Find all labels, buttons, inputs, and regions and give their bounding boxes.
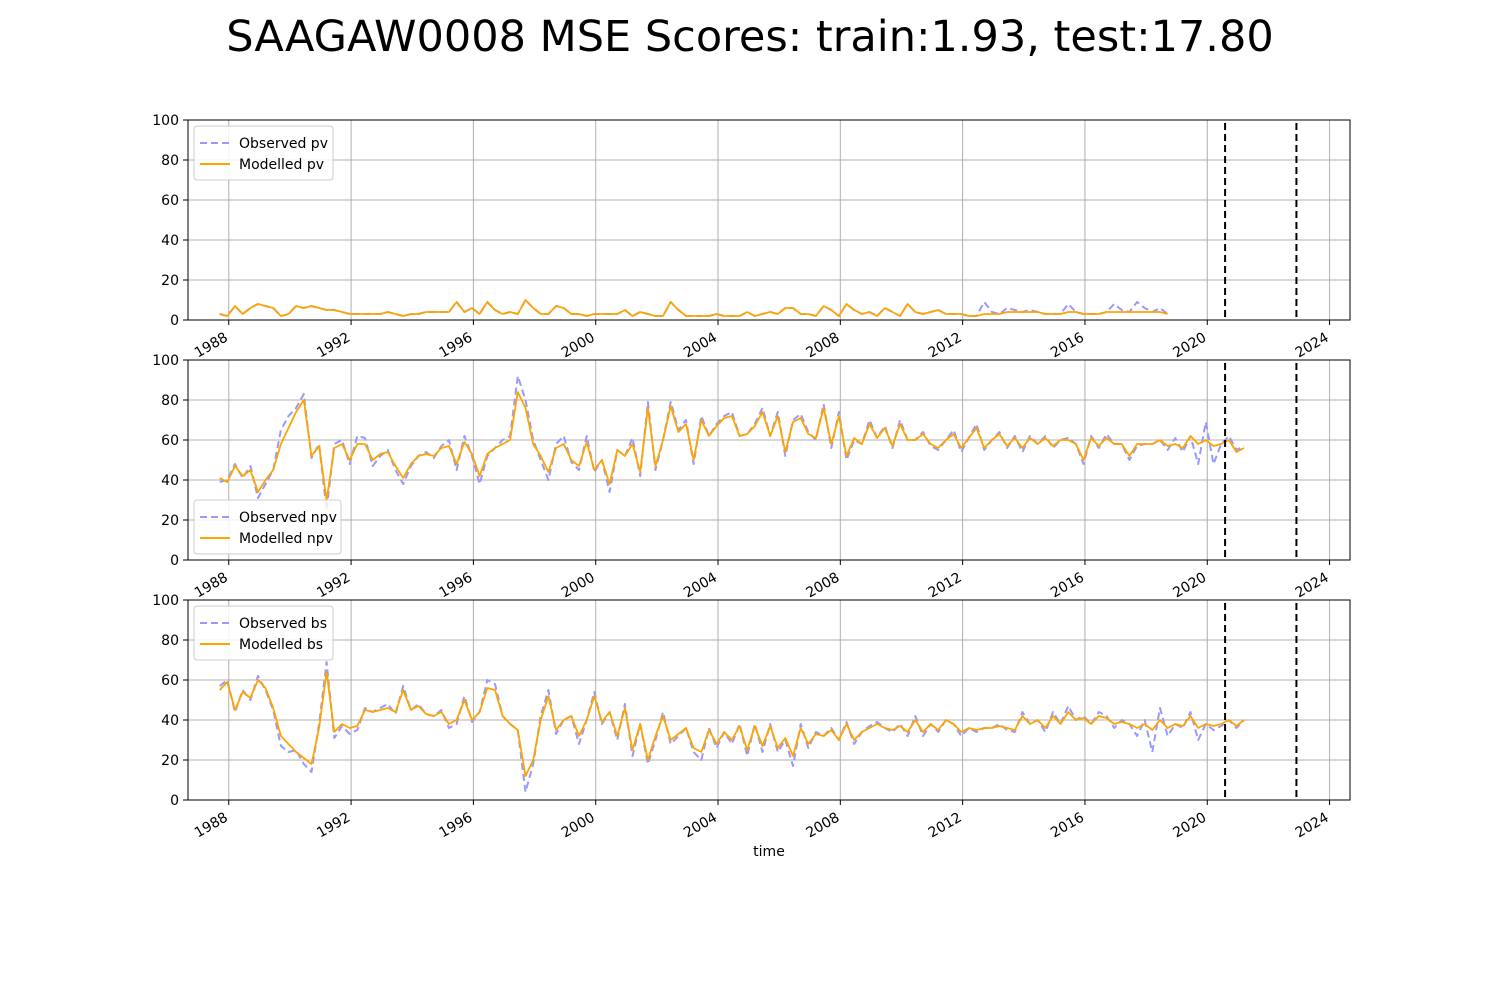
x-tick-label: 2024 <box>1293 570 1332 602</box>
legend-label: Modelled pv <box>239 157 324 173</box>
x-tick-label: 1988 <box>192 810 231 842</box>
y-tick-label: 100 <box>152 113 179 129</box>
x-tick-label: 2020 <box>1170 570 1209 602</box>
y-tick-label: 80 <box>161 393 179 409</box>
x-tick-label: 1996 <box>437 570 476 602</box>
axes-frame <box>187 359 1351 561</box>
y-tick-label: 40 <box>161 473 179 489</box>
x-tick-label: 2016 <box>1048 810 1087 842</box>
series-line-modelled-pv <box>219 299 1168 317</box>
panel-pv: 0 20 40 60 80 100 1988 1992 1996 2000 2004 2008 2012… <box>152 113 1351 362</box>
legend-box <box>193 499 342 555</box>
x-tick-label: 2020 <box>1170 810 1209 842</box>
x-tick-label: 2004 <box>681 570 720 602</box>
x-tick-label: 1988 <box>192 330 231 362</box>
legend-box <box>193 605 334 661</box>
x-tick-label: 1988 <box>192 570 231 602</box>
y-tick-label: 20 <box>161 513 179 529</box>
y-tick-label: 0 <box>170 553 179 569</box>
axes-frame <box>187 599 1351 801</box>
x-tick-label: 2004 <box>681 810 720 842</box>
y-tick-label: 40 <box>161 233 179 249</box>
x-tick-label: 2008 <box>803 330 842 362</box>
x-tick-label: 2004 <box>681 330 720 362</box>
legend-label: Observed pv <box>239 136 328 152</box>
x-tick-label: 2012 <box>926 810 965 842</box>
x-tick-label: 1992 <box>314 330 353 362</box>
x-tick-label: 1992 <box>314 570 353 602</box>
x-tick-label: 1992 <box>314 810 353 842</box>
x-axis-label: time <box>753 844 785 860</box>
y-tick-label: 100 <box>152 593 179 609</box>
x-tick-label: 2024 <box>1293 810 1332 842</box>
series-line-modelled-bs <box>219 671 1245 777</box>
x-tick-label: 2000 <box>559 810 598 842</box>
x-tick-label: 2000 <box>559 330 598 362</box>
y-tick-label: 0 <box>170 313 179 329</box>
y-tick-label: 0 <box>170 793 179 809</box>
x-tick-label: 2012 <box>926 330 965 362</box>
y-tick-label: 60 <box>161 433 179 449</box>
y-tick-label: 20 <box>161 753 179 769</box>
x-tick-label: 2012 <box>926 570 965 602</box>
panel-npv: 0 20 40 60 80 100 1988 1992 1996 2000 2004 2008 2012… <box>152 353 1351 602</box>
x-tick-label: 1996 <box>437 810 476 842</box>
x-tick-label: 2016 <box>1048 330 1087 362</box>
x-tick-label: 2008 <box>803 570 842 602</box>
legend-label: Modelled bs <box>239 637 323 653</box>
series-line-modelled-npv <box>219 391 1245 501</box>
axes-frame <box>187 119 1351 321</box>
x-tick-label: 2016 <box>1048 570 1087 602</box>
legend-label: Observed npv <box>239 510 337 526</box>
x-tick-label: 2020 <box>1170 330 1209 362</box>
y-tick-label: 100 <box>152 353 179 369</box>
x-tick-label: 2024 <box>1293 330 1332 362</box>
series-line-observed-npv <box>219 375 1245 511</box>
y-tick-label: 80 <box>161 633 179 649</box>
y-tick-label: 40 <box>161 713 179 729</box>
panel-bs: 0 20 40 60 80 100 1988 1992 1996 2000 2004 2008 2012… <box>152 593 1351 860</box>
y-tick-label: 60 <box>161 673 179 689</box>
legend-box <box>193 125 334 181</box>
x-tick-label: 2000 <box>559 570 598 602</box>
figure-title: SAAGAW0008 MSE Scores: train:1.93, test:… <box>226 12 1274 62</box>
y-tick-label: 20 <box>161 273 179 289</box>
y-tick-label: 80 <box>161 153 179 169</box>
series-line-observed-bs <box>219 661 1245 793</box>
x-tick-label: 1996 <box>437 330 476 362</box>
y-tick-label: 60 <box>161 193 179 209</box>
legend-label: Observed bs <box>239 616 327 632</box>
x-tick-label: 2008 <box>803 810 842 842</box>
legend-label: Modelled npv <box>239 531 333 547</box>
